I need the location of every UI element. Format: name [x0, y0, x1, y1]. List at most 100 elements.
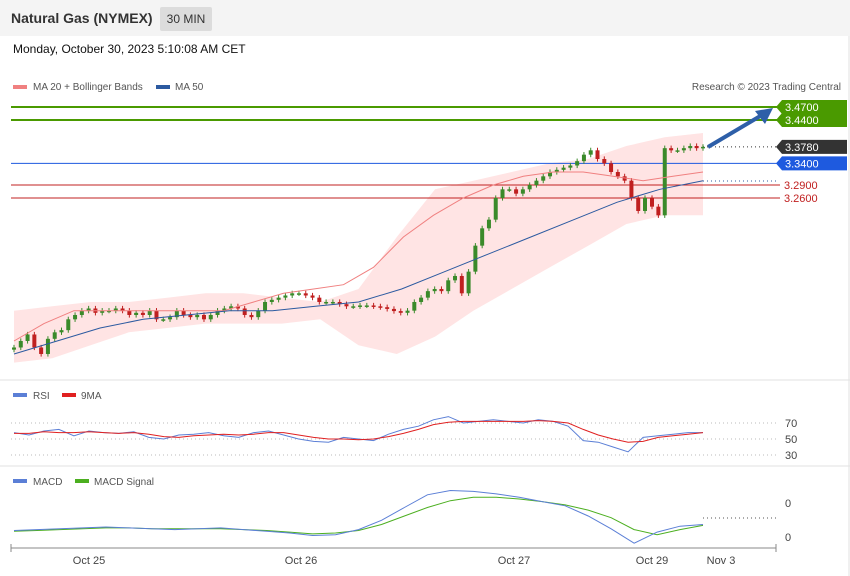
macd-line — [13, 489, 704, 544]
forecast-arrowhead — [755, 108, 773, 124]
rsi-panel: 70 50 30 — [11, 416, 797, 462]
level-label-3.2600: 3.2600 — [784, 193, 818, 205]
legend-swatch-9ma — [62, 393, 76, 397]
candle-body — [181, 310, 186, 315]
legend-swatch-rsi — [13, 393, 27, 397]
candle-body — [688, 145, 693, 149]
candle-body — [45, 338, 50, 354]
candle-body — [473, 245, 478, 272]
candle-body — [514, 189, 519, 194]
interval-badge[interactable]: 30 MIN — [160, 7, 212, 31]
candle-body — [662, 148, 667, 216]
level-label-3.4700: 3.4700 — [785, 102, 819, 114]
rsi-tick-30: 30 — [785, 450, 797, 462]
candle-body — [643, 197, 647, 211]
ma50-line — [13, 180, 704, 355]
candle-body — [405, 310, 410, 313]
candle-body — [453, 275, 458, 281]
candle-body — [419, 297, 424, 302]
level-label-3.3780: 3.3780 — [785, 142, 819, 154]
candle-body — [391, 308, 396, 312]
candle-body — [595, 150, 600, 159]
legend-swatch-macd-signal — [75, 479, 89, 483]
candle-body — [575, 161, 580, 166]
candle-body — [701, 146, 705, 149]
rsi-tick-50: 50 — [785, 434, 797, 446]
candle-body — [79, 310, 84, 315]
candle-body — [446, 280, 451, 292]
candle-body — [351, 306, 356, 308]
legend-swatch-ma50 — [156, 85, 170, 89]
candle-body — [554, 169, 559, 172]
candle-body — [694, 145, 699, 149]
candle-body — [602, 158, 607, 164]
candle-body — [59, 330, 64, 333]
rsi-9ma-line — [14, 420, 704, 443]
candle-body — [681, 148, 686, 151]
candle-body — [629, 180, 634, 198]
candle-body — [276, 297, 281, 300]
candle-body — [385, 307, 390, 309]
candle-body — [39, 347, 44, 354]
candle-body — [12, 347, 16, 350]
candle-body — [609, 163, 614, 172]
candle-body — [466, 271, 471, 294]
x-tick-label: Oct 26 — [285, 555, 317, 567]
candle-body — [398, 311, 403, 313]
candle-body — [675, 150, 680, 152]
candle-body — [324, 301, 329, 304]
candle-body — [140, 312, 145, 315]
candle-body — [459, 275, 464, 294]
macd-tick-lower: 0 — [785, 532, 791, 544]
x-tick-label: Nov 3 — [707, 555, 736, 567]
legend-swatch-macd — [13, 479, 27, 483]
candle-body — [66, 319, 71, 331]
candle-body — [127, 310, 132, 315]
candle-body — [18, 340, 23, 348]
candle-body — [317, 297, 322, 302]
x-tick-label: Oct 25 — [73, 555, 105, 567]
legend-9ma: 9MA — [81, 391, 102, 402]
candle-body — [249, 314, 254, 318]
legend-macd: MACD — [33, 477, 62, 488]
candle-body — [120, 308, 125, 311]
rsi-tick-70: 70 — [785, 418, 797, 430]
forecast-arrow — [706, 113, 764, 149]
candle-body — [568, 165, 573, 168]
candle-body — [534, 180, 539, 185]
level-tag-target — [776, 100, 847, 114]
macd-panel: 00 — [13, 489, 791, 544]
candle-body — [134, 312, 139, 315]
candle-body — [147, 310, 152, 315]
legend-rsi: RSI — [33, 391, 50, 402]
candle-body — [113, 308, 118, 311]
legend-ma50: MA 50 — [175, 82, 204, 93]
ma20-line — [13, 171, 704, 342]
bollinger-band — [14, 133, 703, 363]
candle-body — [364, 305, 369, 307]
candle-body — [290, 293, 295, 296]
x-tick-label: Oct 29 — [636, 555, 668, 567]
candle-body — [493, 197, 498, 220]
bollinger-band-layer — [14, 133, 703, 363]
candle-body — [588, 150, 593, 155]
candle-body — [73, 314, 78, 320]
candle-body — [229, 306, 234, 309]
candle-body — [439, 288, 444, 292]
candle-body — [486, 219, 491, 229]
candle-body — [106, 310, 111, 313]
candle-body — [650, 197, 654, 207]
candle-body — [520, 189, 525, 194]
candle-body — [330, 301, 335, 304]
candle-body — [161, 319, 166, 321]
timestamp: Monday, October 30, 2023 5:10:08 AM CET — [13, 42, 246, 56]
candle-body — [412, 301, 417, 311]
level-tag-target — [776, 112, 847, 127]
level-label-3.3400: 3.3400 — [785, 158, 819, 170]
candle-body — [201, 314, 206, 320]
rsi-line — [13, 416, 703, 453]
candle-body — [188, 314, 193, 318]
candle-body — [242, 308, 247, 315]
level-label-3.4400: 3.4400 — [785, 115, 819, 127]
